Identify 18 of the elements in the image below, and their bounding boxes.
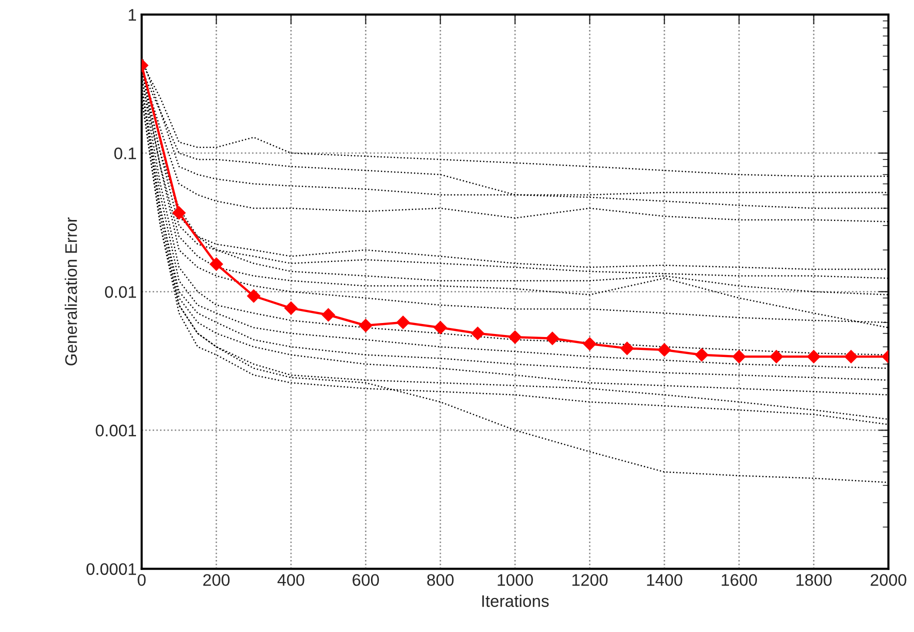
x-tick-label: 2000 [870,574,906,586]
x-tick-label: 400 [278,574,304,586]
x-tick-label: 200 [203,574,230,586]
x-tick-label: 800 [427,574,454,586]
y-tick-label: 1 [128,9,136,21]
x-tick-label: 1000 [498,574,533,586]
y-tick-label: 0.0001 [86,563,136,576]
x-tick-label: 1200 [572,574,608,586]
y-tick-label: 0.001 [96,424,136,436]
x-tick-label: 0 [138,574,146,586]
y-tick-label: 0.01 [105,286,136,298]
y-tick-label: 0.1 [114,148,136,160]
x-tick-label: 1600 [722,574,757,586]
y-axis-title: Generalization Error [64,217,77,366]
x-tick-label: 600 [352,574,379,586]
x-axis-title: Iterations [482,594,549,607]
x-tick-label: 1800 [796,574,832,586]
x-tick-label: 1400 [647,574,682,586]
